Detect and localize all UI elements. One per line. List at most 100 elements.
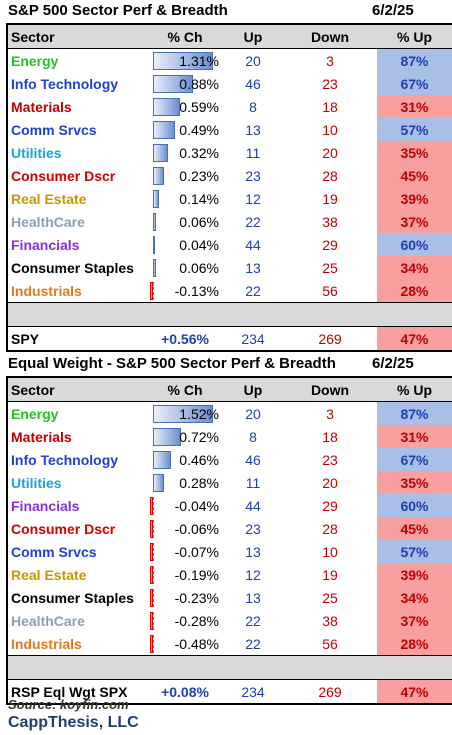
pct-up-header: % Up — [377, 24, 452, 49]
sector-name: Materials — [11, 428, 72, 445]
pct-change-value: 1.31% — [179, 52, 219, 69]
pct-bar-container: -0.48% — [147, 633, 223, 655]
sector-name: Financials — [11, 236, 80, 253]
header-row: Sector% Ch Up Down% Up — [7, 377, 452, 402]
pct-bar-container: 0.14% — [147, 188, 223, 210]
sector-name: Consumer Staples — [11, 259, 134, 276]
pct-change-cell: 0.49% — [147, 118, 223, 141]
pct-change-value: 0.32% — [179, 144, 219, 161]
down-count: 18 — [322, 98, 338, 115]
table-row: Info Technology 0.46% 46 23 67% — [7, 448, 452, 471]
zero-axis — [153, 519, 154, 538]
table-row: Materials 0.72% 8 18 31% — [7, 425, 452, 448]
pct-bar-container: -0.04% — [147, 495, 223, 517]
table-row: Consumer Dscr -0.06% 23 28 45% — [7, 517, 452, 540]
down-count: 19 — [322, 190, 338, 207]
pct-up-value: 67% — [377, 72, 452, 95]
zero-axis — [153, 496, 154, 515]
up-count: 11 — [245, 474, 261, 491]
down-count: 19 — [322, 566, 338, 583]
pct-change-value: -0.06% — [174, 520, 219, 537]
zero-axis — [153, 542, 154, 561]
sector-name: Energy — [11, 52, 59, 69]
separator-row — [7, 302, 452, 327]
panel-header: S&P 500 Sector Perf & Breadth 6/2/25 — [0, 1, 452, 21]
pct-bar-container: 1.52% — [147, 403, 223, 425]
pct-bar — [153, 212, 156, 231]
pct-bar — [150, 565, 153, 584]
sector-name: Comm Srvcs — [11, 543, 97, 560]
pct-up-value: 87% — [377, 401, 452, 425]
up-count: 23 — [245, 167, 261, 184]
up-count: 44 — [245, 497, 261, 514]
down-count: 28 — [322, 520, 338, 537]
up-count: 22 — [245, 282, 261, 299]
up-count: 22 — [245, 213, 261, 230]
table-row: Energy 1.52% 20 3 87% — [7, 401, 452, 425]
pct-bar — [150, 611, 153, 630]
pct-up-value: 87% — [377, 48, 452, 72]
up-count: 12 — [245, 190, 261, 207]
zero-axis — [153, 634, 154, 653]
down-count: 20 — [322, 474, 338, 491]
table-row: HealthCare -0.28% 22 38 37% — [7, 609, 452, 632]
sector-header: Sector — [7, 377, 147, 402]
down-count: 28 — [322, 167, 338, 184]
sector-name: Industrials — [11, 282, 82, 299]
pct-change-cell: 0.04% — [147, 233, 223, 256]
pct-up-value: 37% — [377, 210, 452, 233]
up-count: 8 — [249, 98, 257, 115]
pct-bar-container: -0.28% — [147, 610, 223, 632]
header-row: Sector% Ch Up Down% Up — [7, 24, 452, 49]
pct-change-cell: 0.32% — [147, 141, 223, 164]
pct-up-value: 57% — [377, 540, 452, 563]
pct-bar-container: 0.49% — [147, 119, 223, 141]
sector-name: Energy — [11, 405, 59, 422]
pct-bar-container: 0.59% — [147, 96, 223, 118]
down-count: 23 — [322, 451, 338, 468]
up-count: 23 — [245, 520, 261, 537]
pct-bar — [153, 51, 213, 70]
pct-change-cell: 0.88% — [147, 72, 223, 95]
up-header: Up — [223, 377, 283, 402]
pct-bar — [153, 120, 175, 139]
pct-up-value: 67% — [377, 448, 452, 471]
pct-change-value: 0.49% — [179, 121, 219, 138]
zero-axis — [153, 611, 154, 630]
pct-up-value: 34% — [377, 586, 452, 609]
pct-bar-container: 0.28% — [147, 472, 223, 494]
up-count: 13 — [245, 121, 261, 138]
sector-name: Consumer Staples — [11, 589, 134, 606]
table-row: Materials 0.59% 8 18 31% — [7, 95, 452, 118]
down-header: Down — [283, 377, 377, 402]
pct-bar-container: 0.32% — [147, 142, 223, 164]
pct-up-value: 28% — [377, 279, 452, 303]
pct-change-cell: 0.59% — [147, 95, 223, 118]
table-row: Info Technology 0.88% 46 23 67% — [7, 72, 452, 95]
pct-change-cell: 0.06% — [147, 256, 223, 279]
pct-bar — [153, 189, 159, 208]
pct-up-value: 37% — [377, 609, 452, 632]
pct-change-cell: 0.14% — [147, 187, 223, 210]
down-count: 38 — [322, 612, 338, 629]
up-count: 13 — [245, 543, 261, 560]
table-row: Financials -0.04% 44 29 60% — [7, 494, 452, 517]
pct-bar — [153, 427, 181, 446]
up-count: 46 — [245, 75, 261, 92]
sector-name: Comm Srvcs — [11, 121, 97, 138]
up-count: 20 — [245, 405, 261, 422]
sector-table: Sector% Ch Up Down% Up Energy 1.31% 20 3 87% Inf… — [6, 23, 452, 352]
total-row: RSP Eql Wgt SPX +0.08% 234 269 47% — [7, 679, 452, 704]
pct-bar — [150, 519, 153, 538]
sector-name: Real Estate — [11, 190, 87, 207]
up-count: 20 — [245, 52, 261, 69]
separator — [7, 655, 452, 680]
pct-change-header: % Ch — [147, 377, 223, 402]
table-row: Industrials -0.48% 22 56 28% — [7, 632, 452, 656]
pct-change-value: -0.07% — [174, 543, 219, 560]
up-count: 11 — [245, 144, 261, 161]
brand-name: CappThesis, LLC — [8, 714, 139, 731]
up-count: 46 — [245, 451, 261, 468]
pct-change-value: -0.28% — [174, 612, 219, 629]
down-count: 10 — [322, 121, 338, 138]
